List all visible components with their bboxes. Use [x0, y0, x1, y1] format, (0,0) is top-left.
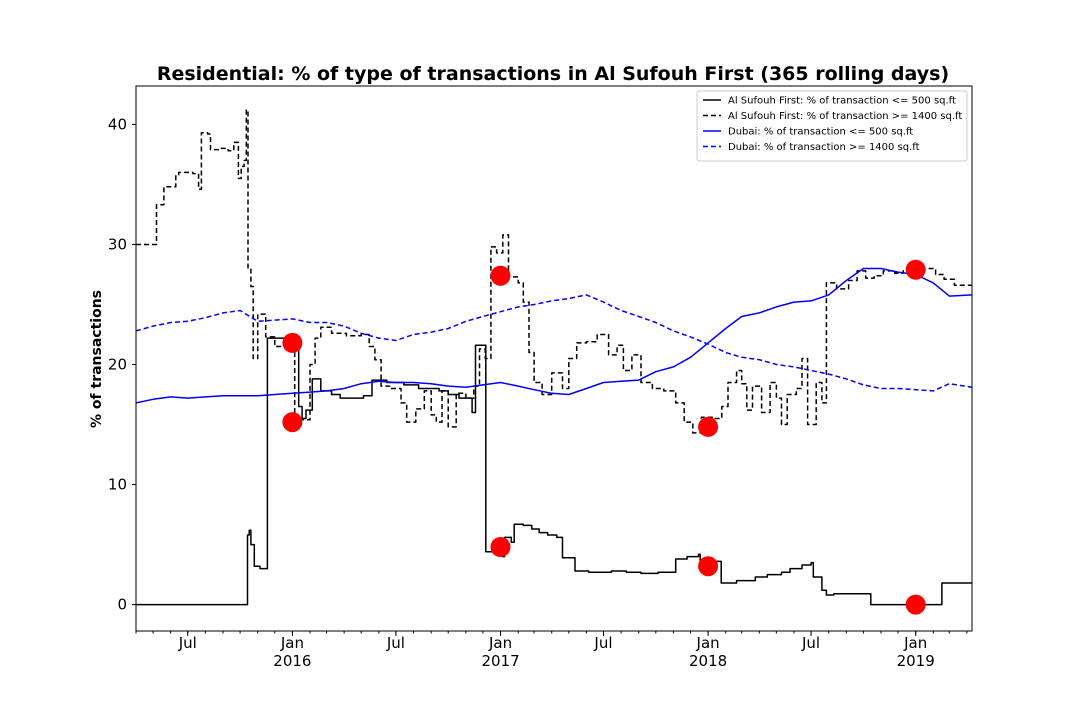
- y-tick-label-40: 40: [108, 115, 127, 133]
- highlight-marker-8: [905, 594, 926, 615]
- y-tick-label-0: 0: [117, 596, 127, 614]
- highlight-marker-7: [905, 259, 926, 280]
- x-tick-label-8: Jan: [903, 634, 927, 652]
- x-tick-year-label-4: 2017: [481, 652, 519, 670]
- legend: Al Sufouh First: % of transaction <= 500…: [696, 90, 968, 162]
- chart-title: Residential: % of type of transactions i…: [157, 63, 949, 85]
- series-layer: [135, 109, 973, 606]
- x-tick-label-6: Jan: [696, 634, 720, 652]
- series-line-4: [135, 294, 973, 392]
- x-tick-label-2: Jan: [280, 634, 304, 652]
- plot-frame: [135, 85, 973, 632]
- x-tick-label-4: Jan: [488, 634, 512, 652]
- highlight-marker-6: [698, 556, 719, 577]
- x-tick-label-7: Jul: [801, 634, 820, 652]
- y-tick-label-20: 20: [108, 356, 127, 374]
- legend-label-1: Al Sufouh First: % of transaction <= 500…: [728, 96, 956, 107]
- y-axis-label: % of transactions: [89, 290, 105, 428]
- highlight-marker-4: [490, 537, 511, 557]
- x-tick-label-1: Jul: [178, 634, 197, 652]
- series-line-2: [136, 109, 972, 434]
- series-line-1: [136, 337, 972, 606]
- legend-label-4: Dubai: % of transaction >= 1400 sq.ft: [728, 142, 920, 153]
- y-tick-label-30: 30: [108, 235, 127, 253]
- x-tick-year-label-6: 2018: [689, 652, 727, 670]
- highlight-marker-2: [282, 412, 303, 433]
- legend-label-2: Al Sufouh First: % of transaction >= 140…: [728, 111, 962, 122]
- highlight-marker-3: [490, 265, 511, 286]
- x-tick-year-label-8: 2019: [897, 652, 935, 670]
- marker-layer: [282, 259, 926, 615]
- highlight-marker-5: [698, 416, 719, 437]
- x-tick-label-3: Jul: [386, 634, 405, 652]
- legend-label-3: Dubai: % of transaction <= 500 sq.ft: [728, 127, 913, 138]
- x-tick-year-label-2: 2016: [273, 652, 311, 670]
- y-tick-label-10: 10: [108, 476, 127, 494]
- legend-box: [696, 90, 968, 162]
- x-tick-label-5: Jul: [593, 634, 612, 652]
- highlight-marker-1: [282, 332, 303, 353]
- series-line-3: [135, 267, 973, 404]
